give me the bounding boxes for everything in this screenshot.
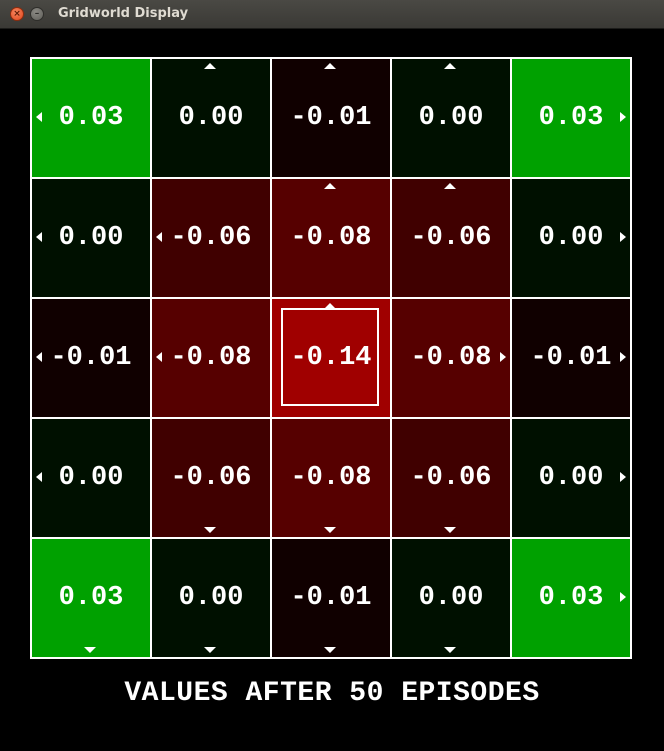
cell-value: -0.01: [290, 103, 372, 133]
grid-cell-r4-c0: 0.03: [30, 537, 152, 659]
policy-arrow-right-icon: [620, 592, 626, 602]
policy-arrow-up-icon: [324, 303, 336, 309]
grid-cell-r2-c2: -0.14: [270, 297, 392, 419]
grid-cell-r3-c1: -0.06: [150, 417, 272, 539]
cell-value: -0.14: [290, 343, 372, 373]
policy-arrow-up-icon: [204, 63, 216, 69]
cell-value: 0.00: [538, 463, 604, 493]
policy-arrow-left-icon: [36, 352, 42, 362]
grid-cell-r4-c3: 0.00: [390, 537, 512, 659]
display-area: 0.03 0.00 -0.01 0.00 0.03 0.00 -0.06 -0.08 -0.06…: [4, 30, 660, 747]
policy-arrow-down-icon: [204, 647, 216, 653]
grid-cell-r1-c2: -0.08: [270, 177, 392, 299]
cell-value: 0.00: [538, 223, 604, 253]
policy-arrow-left-icon: [36, 112, 42, 122]
policy-arrow-left-icon: [36, 472, 42, 482]
policy-arrow-down-icon: [204, 527, 216, 533]
cell-value: -0.01: [290, 583, 372, 613]
policy-arrow-left-icon: [36, 232, 42, 242]
cell-value: 0.03: [58, 103, 124, 133]
cell-value: 0.03: [538, 103, 604, 133]
grid-cell-r0-c2: -0.01: [270, 57, 392, 179]
cell-value: -0.06: [170, 463, 252, 493]
policy-arrow-left-icon: [156, 352, 162, 362]
grid-cell-r3-c3: -0.06: [390, 417, 512, 539]
policy-arrow-right-icon: [620, 352, 626, 362]
cell-value: -0.08: [410, 343, 492, 373]
grid-cell-r0-c0: 0.03: [30, 57, 152, 179]
grid-cell-r3-c4: 0.00: [510, 417, 632, 539]
grid-cell-r1-c4: 0.00: [510, 177, 632, 299]
policy-arrow-up-icon: [444, 183, 456, 189]
cell-value: -0.06: [170, 223, 252, 253]
cell-value: -0.06: [410, 463, 492, 493]
cell-value: 0.03: [538, 583, 604, 613]
policy-arrow-up-icon: [324, 183, 336, 189]
grid-cell-r2-c1: -0.08: [150, 297, 272, 419]
policy-arrow-up-icon: [444, 63, 456, 69]
cell-value: 0.00: [178, 583, 244, 613]
grid-cell-r4-c4: 0.03: [510, 537, 632, 659]
cell-value: 0.00: [58, 463, 124, 493]
policy-arrow-right-icon: [620, 232, 626, 242]
cell-value: -0.08: [290, 223, 372, 253]
policy-arrow-up-icon: [324, 63, 336, 69]
grid-cell-r4-c2: -0.01: [270, 537, 392, 659]
policy-arrow-down-icon: [324, 647, 336, 653]
grid-cell-r0-c1: 0.00: [150, 57, 272, 179]
grid-cell-r0-c3: 0.00: [390, 57, 512, 179]
grid-cell-r0-c4: 0.03: [510, 57, 632, 179]
cell-value: -0.01: [50, 343, 132, 373]
cell-value: 0.00: [178, 103, 244, 133]
grid-cell-r2-c4: -0.01: [510, 297, 632, 419]
title-bar: × – Gridworld Display: [0, 0, 664, 29]
cell-value: -0.08: [170, 343, 252, 373]
episode-caption: VALUES AFTER 50 EPISODES: [124, 678, 540, 709]
grid-cell-r3-c2: -0.08: [270, 417, 392, 539]
cell-value: 0.00: [58, 223, 124, 253]
grid-cell-r1-c3: -0.06: [390, 177, 512, 299]
grid-cell-r3-c0: 0.00: [30, 417, 152, 539]
minimize-icon[interactable]: –: [30, 7, 44, 21]
cell-value: 0.00: [418, 103, 484, 133]
cell-value: 0.03: [58, 583, 124, 613]
policy-arrow-down-icon: [324, 527, 336, 533]
cell-value: -0.01: [530, 343, 612, 373]
cell-value: 0.00: [418, 583, 484, 613]
policy-arrow-left-icon: [156, 232, 162, 242]
grid-cell-r1-c1: -0.06: [150, 177, 272, 299]
policy-arrow-right-icon: [500, 352, 506, 362]
policy-arrow-down-icon: [444, 647, 456, 653]
policy-arrow-right-icon: [620, 112, 626, 122]
cell-value: -0.06: [410, 223, 492, 253]
close-icon[interactable]: ×: [10, 7, 24, 21]
policy-arrow-down-icon: [444, 527, 456, 533]
grid-cell-r4-c1: 0.00: [150, 537, 272, 659]
policy-arrow-down-icon: [84, 647, 96, 653]
agent-position-marker: [281, 308, 379, 406]
grid-cell-r2-c0: -0.01: [30, 297, 152, 419]
policy-arrow-right-icon: [620, 472, 626, 482]
cell-value: -0.08: [290, 463, 372, 493]
window-title: Gridworld Display: [58, 6, 189, 21]
grid-cell-r2-c3: -0.08: [390, 297, 512, 419]
grid-cell-r1-c0: 0.00: [30, 177, 152, 299]
